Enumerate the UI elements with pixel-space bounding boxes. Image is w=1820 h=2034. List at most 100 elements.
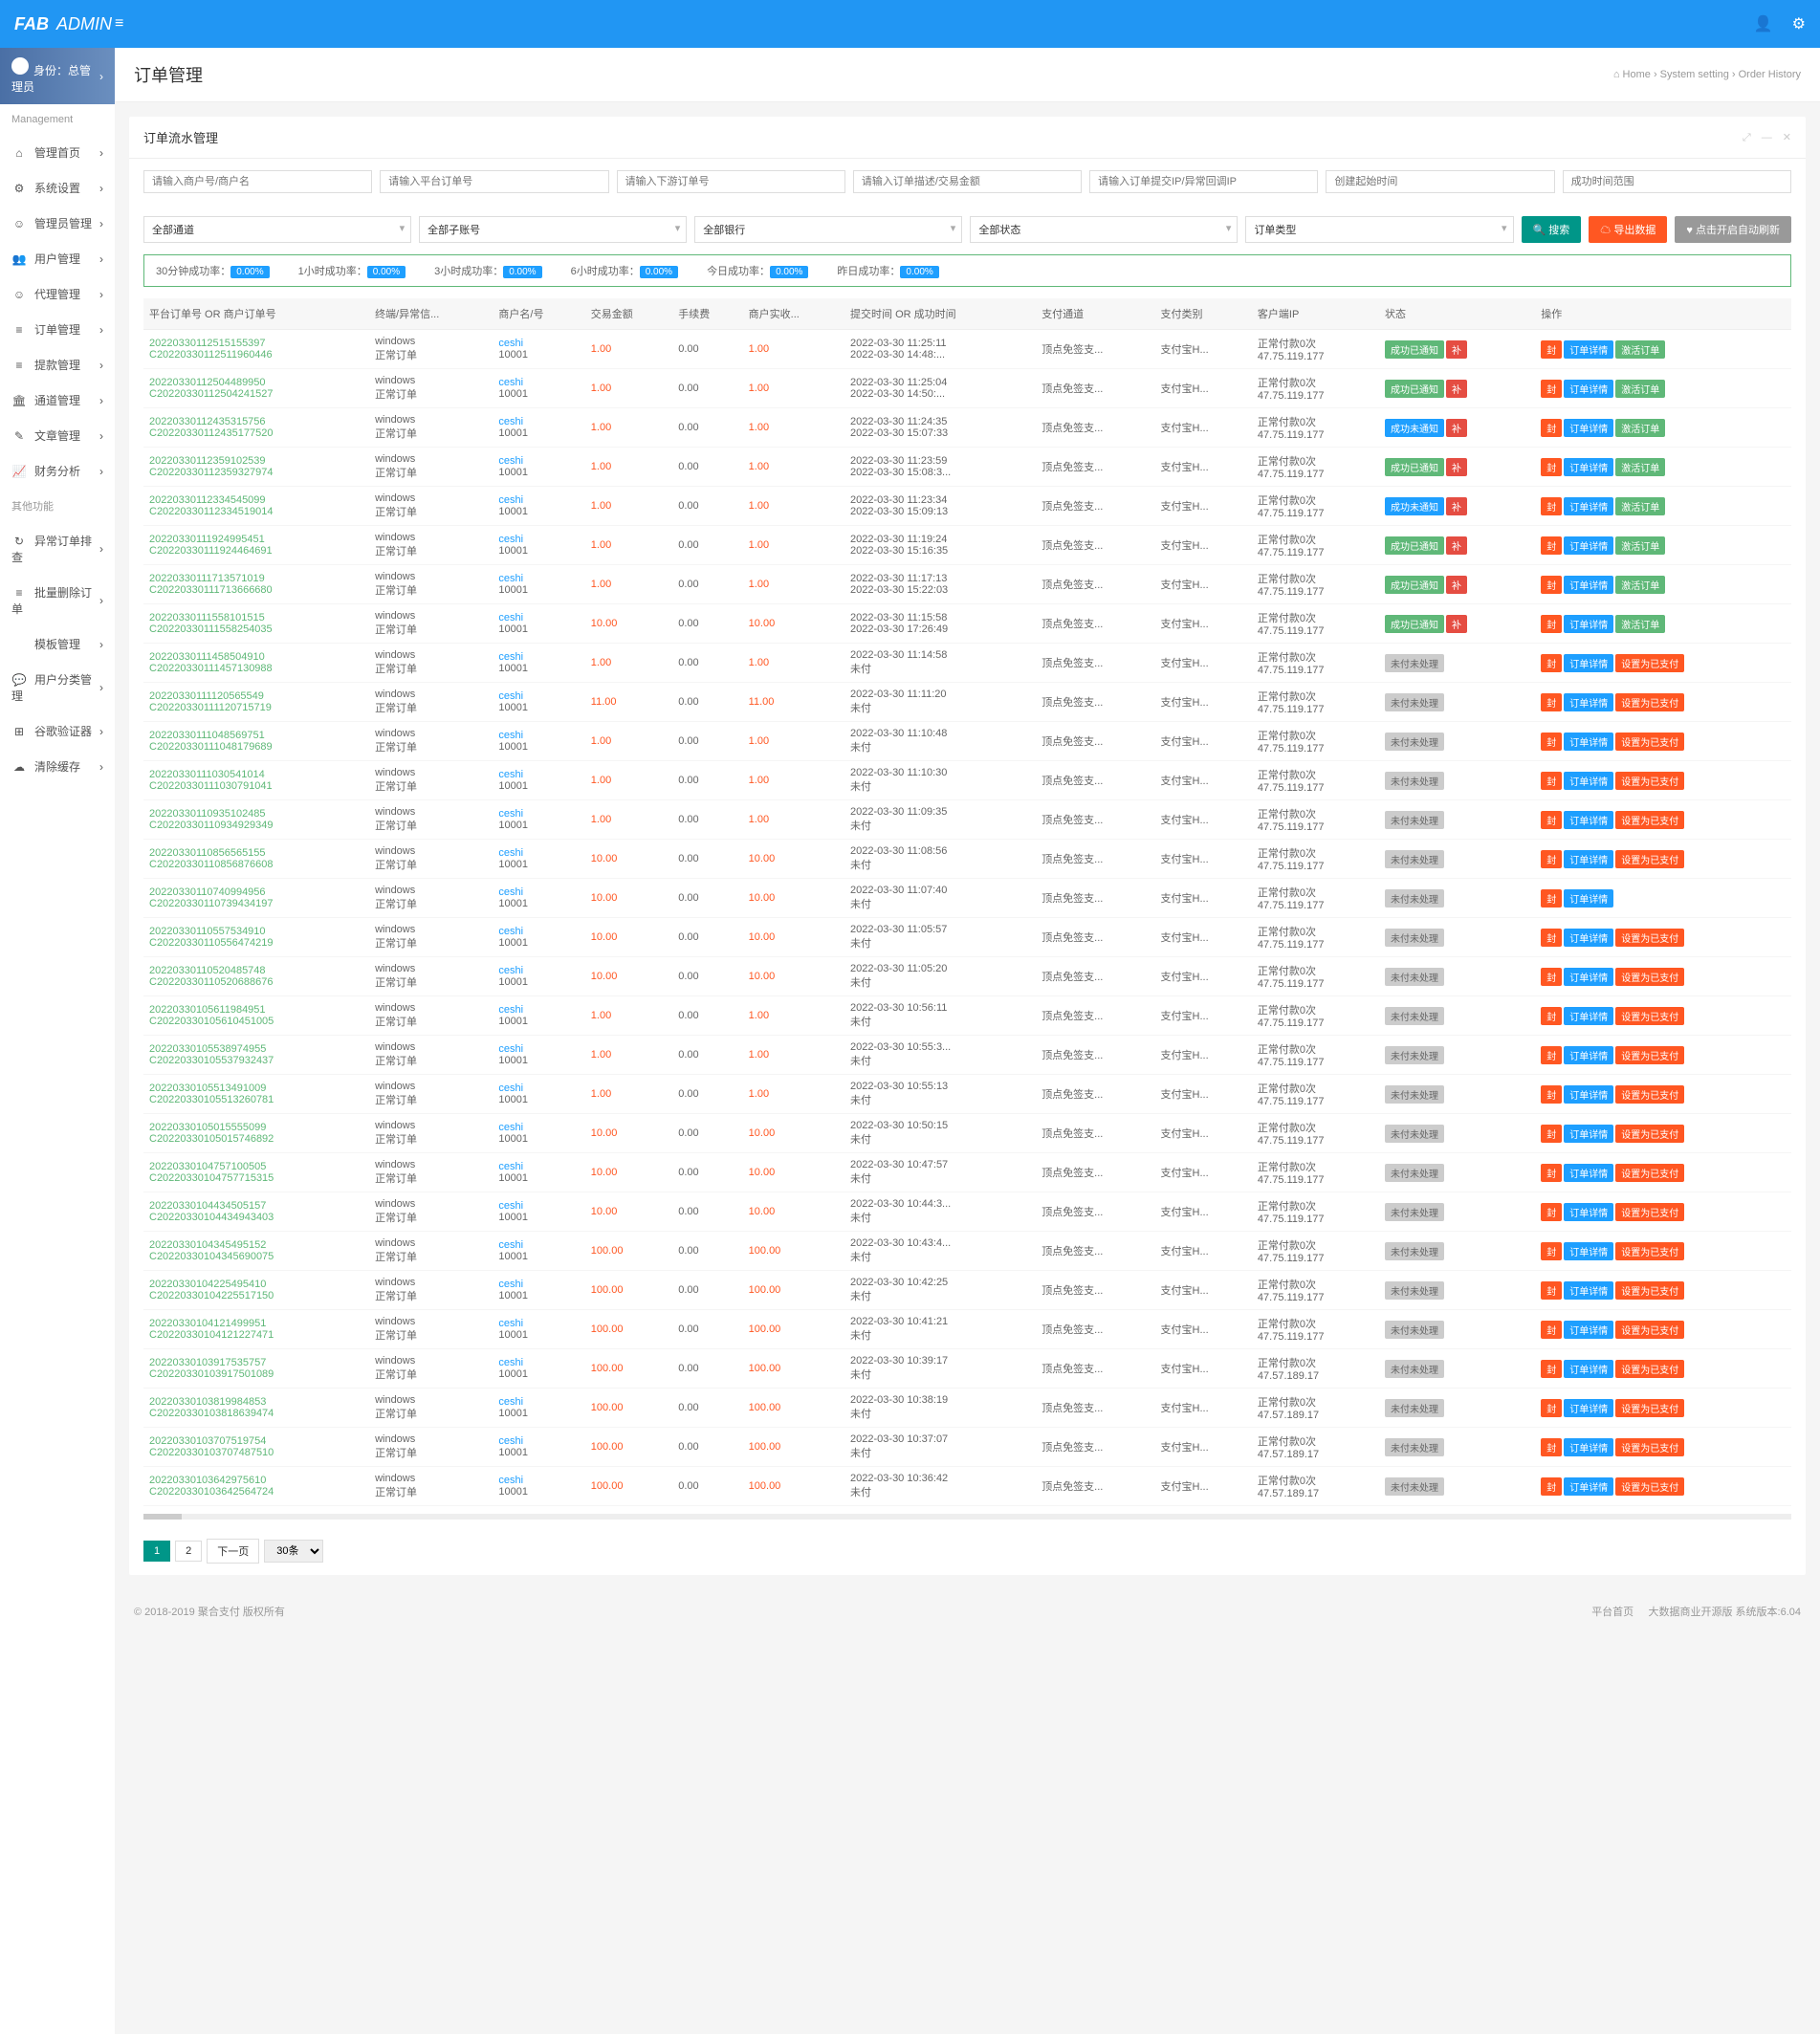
detail-button[interactable]: 订单详情 [1564,536,1613,555]
sidebar-item[interactable]: ✎文章管理› [0,418,115,453]
merchant-name[interactable]: ceshi [498,1200,579,1212]
filter-input[interactable] [617,170,845,193]
setpaid-button[interactable]: 设置为已支付 [1615,772,1684,790]
merchant-name[interactable]: ceshi [498,886,579,898]
seal-button[interactable]: 封 [1541,889,1562,908]
setpaid-button[interactable]: 设置为已支付 [1615,693,1684,711]
activate-button[interactable]: 激活订单 [1615,615,1665,633]
supplement-icon[interactable]: 补 [1446,419,1467,437]
sidebar-item[interactable]: ⚙系统设置› [0,170,115,206]
detail-button[interactable]: 订单详情 [1564,733,1613,751]
merchant-name[interactable]: ceshi [498,690,579,702]
crumb-home[interactable]: Home [1623,69,1651,80]
sidebar-item[interactable]: 📈财务分析› [0,453,115,489]
merchant-name[interactable]: ceshi [498,1396,579,1408]
detail-button[interactable]: 订单详情 [1564,1242,1613,1260]
setpaid-button[interactable]: 设置为已支付 [1615,733,1684,751]
panel-close-icon[interactable]: ✕ [1783,132,1791,143]
detail-button[interactable]: 订单详情 [1564,1046,1613,1064]
seal-button[interactable]: 封 [1541,929,1562,947]
supplement-icon[interactable]: 补 [1446,458,1467,476]
filter-input[interactable] [380,170,608,193]
merchant-name[interactable]: ceshi [498,1161,579,1172]
detail-button[interactable]: 订单详情 [1564,1085,1613,1104]
activate-button[interactable]: 激活订单 [1615,340,1665,359]
seal-button[interactable]: 封 [1541,576,1562,594]
sidebar-item[interactable]: ☺代理管理› [0,276,115,312]
supplement-icon[interactable]: 补 [1446,615,1467,633]
setpaid-button[interactable]: 设置为已支付 [1615,850,1684,868]
detail-button[interactable]: 订单详情 [1564,929,1613,947]
seal-button[interactable]: 封 [1541,1360,1562,1378]
detail-button[interactable]: 订单详情 [1564,811,1613,829]
seal-button[interactable]: 封 [1541,1203,1562,1221]
sidebar-item[interactable]: 模板管理› [0,626,115,662]
merchant-name[interactable]: ceshi [498,965,579,976]
setpaid-button[interactable]: 设置为已支付 [1615,1438,1684,1456]
sidebar-item[interactable]: ☁清除缓存› [0,749,115,784]
sidebar-item[interactable]: 👥用户管理› [0,241,115,276]
detail-button[interactable]: 订单详情 [1564,1438,1613,1456]
seal-button[interactable]: 封 [1541,1164,1562,1182]
menu-toggle[interactable]: ≡ [115,15,123,33]
page-next[interactable]: 下一页 [207,1539,259,1564]
seal-button[interactable]: 封 [1541,1438,1562,1456]
activate-button[interactable]: 激活订单 [1615,419,1665,437]
detail-button[interactable]: 订单详情 [1564,615,1613,633]
filter-input[interactable] [1563,170,1791,193]
setpaid-button[interactable]: 设置为已支付 [1615,1399,1684,1417]
merchant-name[interactable]: ceshi [498,494,579,506]
merchant-name[interactable]: ceshi [498,1239,579,1251]
page-1[interactable]: 1 [143,1541,170,1562]
setpaid-button[interactable]: 设置为已支付 [1615,654,1684,672]
detail-button[interactable]: 订单详情 [1564,693,1613,711]
setpaid-button[interactable]: 设置为已支付 [1615,1164,1684,1182]
seal-button[interactable]: 封 [1541,1085,1562,1104]
activate-button[interactable]: 激活订单 [1615,380,1665,398]
sidebar-item[interactable]: ↻异常订单排查› [0,523,115,575]
detail-button[interactable]: 订单详情 [1564,850,1613,868]
detail-button[interactable]: 订单详情 [1564,968,1613,986]
merchant-name[interactable]: ceshi [498,769,579,780]
supplement-icon[interactable]: 补 [1446,536,1467,555]
seal-button[interactable]: 封 [1541,536,1562,555]
filter-input[interactable] [1089,170,1318,193]
setpaid-button[interactable]: 设置为已支付 [1615,1281,1684,1300]
merchant-name[interactable]: ceshi [498,338,579,349]
merchant-name[interactable]: ceshi [498,1279,579,1290]
filter-input[interactable] [1326,170,1554,193]
sidebar-item[interactable]: ≡提款管理› [0,347,115,383]
setpaid-button[interactable]: 设置为已支付 [1615,1085,1684,1104]
sidebar-item[interactable]: ≡订单管理› [0,312,115,347]
merchant-name[interactable]: ceshi [498,416,579,427]
seal-button[interactable]: 封 [1541,1007,1562,1025]
merchant-name[interactable]: ceshi [498,730,579,741]
seal-button[interactable]: 封 [1541,1242,1562,1260]
setpaid-button[interactable]: 设置为已支付 [1615,1203,1684,1221]
crumb-1[interactable]: System setting [1660,69,1729,80]
search-button[interactable]: 🔍 搜索 [1522,216,1582,243]
merchant-name[interactable]: ceshi [498,651,579,663]
sidebar-item[interactable]: ≡批量删除订单› [0,575,115,626]
setpaid-button[interactable]: 设置为已支付 [1615,929,1684,947]
h-scrollbar[interactable] [143,1514,1791,1520]
merchant-name[interactable]: ceshi [498,1004,579,1016]
sidebar-item[interactable]: ⊞谷歌验证器› [0,713,115,749]
sidebar-item[interactable]: ⌂管理首页› [0,135,115,170]
sidebar-item[interactable]: 💬用户分类管理› [0,662,115,713]
merchant-name[interactable]: ceshi [498,612,579,623]
gear-icon[interactable]: ⚙ [1792,14,1806,33]
setpaid-button[interactable]: 设置为已支付 [1615,1360,1684,1378]
supplement-icon[interactable]: 补 [1446,340,1467,359]
filter-select[interactable]: 全部状态 [970,216,1238,243]
filter-input[interactable] [853,170,1082,193]
merchant-name[interactable]: ceshi [498,1043,579,1055]
seal-button[interactable]: 封 [1541,340,1562,359]
setpaid-button[interactable]: 设置为已支付 [1615,1242,1684,1260]
detail-button[interactable]: 订单详情 [1564,1007,1613,1025]
merchant-name[interactable]: ceshi [498,534,579,545]
merchant-name[interactable]: ceshi [498,1318,579,1329]
detail-button[interactable]: 订单详情 [1564,1281,1613,1300]
detail-button[interactable]: 订单详情 [1564,1125,1613,1143]
filter-select[interactable]: 订单类型 [1245,216,1513,243]
